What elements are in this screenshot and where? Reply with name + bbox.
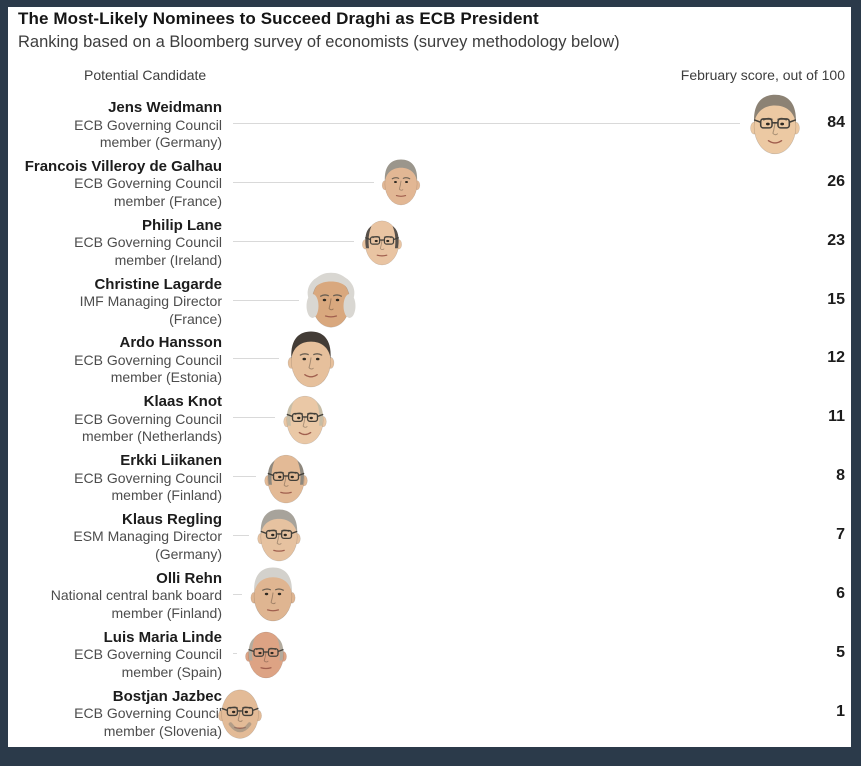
candidate-photo bbox=[378, 152, 424, 212]
candidate-label: Jens Weidmann ECB Governing Council memb… bbox=[10, 99, 222, 152]
candidate-role-line2: member (France) bbox=[113, 192, 222, 209]
leader-line bbox=[233, 358, 280, 360]
leader-line bbox=[233, 476, 256, 478]
candidate-role-line2: (Germany) bbox=[155, 545, 222, 562]
leader-line bbox=[233, 181, 375, 183]
candidate-role-line1: ESM Managing Director bbox=[73, 528, 222, 545]
candidate-row: Philip Lane ECB Governing Council member… bbox=[8, 212, 851, 271]
candidate-photo bbox=[283, 324, 339, 394]
candidate-row: Erkki Liikanen ECB Governing Council mem… bbox=[8, 447, 851, 506]
candidate-name: Philip Lane bbox=[141, 216, 222, 234]
candidate-name: Francois Villeroy de Galhau bbox=[24, 157, 222, 175]
candidate-name: Christine Lagarde bbox=[94, 275, 222, 293]
candidate-name: Luis Maria Linde bbox=[103, 628, 222, 646]
candidate-role-line2: (France) bbox=[169, 310, 222, 327]
candidate-photo bbox=[744, 90, 806, 158]
candidate-role-line1: ECB Governing Council bbox=[74, 175, 222, 192]
candidate-photo bbox=[358, 212, 406, 270]
chart-title: The Most-Likely Nominees to Succeed Drag… bbox=[18, 9, 539, 28]
candidate-label: Christine Lagarde IMF Managing Director … bbox=[10, 276, 222, 329]
leader-line bbox=[233, 593, 242, 595]
leader-line bbox=[233, 299, 299, 301]
candidate-row: Klaus Regling ESM Managing Director (Ger… bbox=[8, 506, 851, 565]
candidate-label: Bostjan Jazbec ECB Governing Council mem… bbox=[10, 688, 222, 741]
candidate-photo bbox=[241, 622, 291, 684]
candidate-photo bbox=[303, 269, 359, 331]
leader-line bbox=[233, 240, 355, 242]
candidate-score: 8 bbox=[836, 467, 845, 485]
candidate-role-line1: IMF Managing Director bbox=[79, 293, 222, 310]
candidate-role-line2: member (Slovenia) bbox=[103, 722, 222, 739]
candidate-score: 12 bbox=[827, 349, 845, 367]
candidate-name: Klaus Regling bbox=[121, 510, 222, 528]
candidate-score: 11 bbox=[828, 408, 845, 426]
candidate-role-line1: ECB Governing Council bbox=[74, 646, 222, 663]
candidate-role-line2: member (Spain) bbox=[121, 663, 222, 680]
candidate-role-line1: National central bank board bbox=[50, 587, 222, 604]
leader-line bbox=[233, 534, 250, 536]
leader-line bbox=[233, 417, 275, 419]
candidate-label: Ardo Hansson ECB Governing Council membe… bbox=[10, 334, 222, 387]
candidate-row: Francois Villeroy de Galhau ECB Governin… bbox=[8, 153, 851, 212]
leader-line bbox=[233, 652, 238, 654]
candidate-score: 15 bbox=[827, 290, 845, 308]
candidate-score: 1 bbox=[836, 702, 845, 720]
candidate-score: 26 bbox=[827, 172, 845, 190]
candidate-role-line1: ECB Governing Council bbox=[74, 351, 222, 368]
candidate-label: Klaas Knot ECB Governing Council member … bbox=[10, 393, 222, 446]
candidate-photo bbox=[279, 387, 331, 449]
candidate-label: Olli Rehn National central bank board me… bbox=[10, 570, 222, 623]
candidate-score: 6 bbox=[836, 584, 845, 602]
candidate-score: 84 bbox=[827, 114, 845, 131]
candidate-photo bbox=[253, 504, 305, 566]
candidate-role-line2: member (Finland) bbox=[111, 604, 222, 621]
candidate-name: Erkki Liikanen bbox=[120, 452, 222, 470]
candidate-label: Erkki Liikanen ECB Governing Council mem… bbox=[10, 452, 222, 505]
candidate-role-line1: ECB Governing Council bbox=[74, 705, 222, 721]
candidate-row: Klaas Knot ECB Governing Council member … bbox=[8, 388, 851, 447]
candidate-score: 5 bbox=[836, 643, 845, 661]
candidate-row: Olli Rehn National central bank board me… bbox=[8, 565, 851, 624]
chart-subtitle: Ranking based on a Bloomberg survey of e… bbox=[18, 33, 620, 51]
candidate-row: Jens Weidmann ECB Governing Council memb… bbox=[8, 94, 851, 154]
candidate-role-line1: ECB Governing Council bbox=[74, 116, 222, 133]
candidate-name: Jens Weidmann bbox=[108, 99, 222, 116]
candidate-name: Ardo Hansson bbox=[119, 334, 222, 352]
candidate-role-line2: member (Estonia) bbox=[110, 369, 222, 386]
candidate-label: Klaus Regling ESM Managing Director (Ger… bbox=[10, 511, 222, 564]
candidate-row: Luis Maria Linde ECB Governing Council m… bbox=[8, 624, 851, 683]
candidate-photo bbox=[260, 447, 312, 507]
candidate-label: Francois Villeroy de Galhau ECB Governin… bbox=[10, 158, 222, 211]
candidate-role-line2: member (Germany) bbox=[99, 134, 222, 150]
candidate-photo bbox=[213, 682, 267, 742]
candidate-role-line2: member (Netherlands) bbox=[81, 428, 222, 445]
candidate-row: Bostjan Jazbec ECB Governing Council mem… bbox=[8, 683, 851, 742]
candidate-photo bbox=[246, 563, 300, 625]
candidate-score: 7 bbox=[836, 525, 845, 543]
candidate-row: Ardo Hansson ECB Governing Council membe… bbox=[8, 329, 851, 388]
column-header-score: February score, out of 100 bbox=[680, 67, 845, 83]
candidate-label: Luis Maria Linde ECB Governing Council m… bbox=[10, 629, 222, 682]
candidate-row: Christine Lagarde IMF Managing Director … bbox=[8, 271, 851, 330]
candidate-score: 23 bbox=[827, 231, 845, 249]
candidate-name: Olli Rehn bbox=[156, 569, 222, 587]
candidate-role-line1: ECB Governing Council bbox=[74, 410, 222, 427]
chart-rows: Jens Weidmann ECB Governing Council memb… bbox=[8, 7, 851, 747]
candidate-name: Klaas Knot bbox=[143, 393, 222, 411]
candidate-role-line1: ECB Governing Council bbox=[74, 469, 222, 486]
candidate-label: Philip Lane ECB Governing Council member… bbox=[10, 217, 222, 270]
candidate-role-line2: member (Finland) bbox=[111, 487, 222, 504]
column-header-candidate: Potential Candidate bbox=[84, 67, 207, 83]
leader-line bbox=[233, 123, 740, 124]
candidate-role-line2: member (Ireland) bbox=[114, 251, 222, 268]
candidate-role-line1: ECB Governing Council bbox=[74, 234, 222, 251]
candidate-name: Bostjan Jazbec bbox=[112, 687, 222, 705]
